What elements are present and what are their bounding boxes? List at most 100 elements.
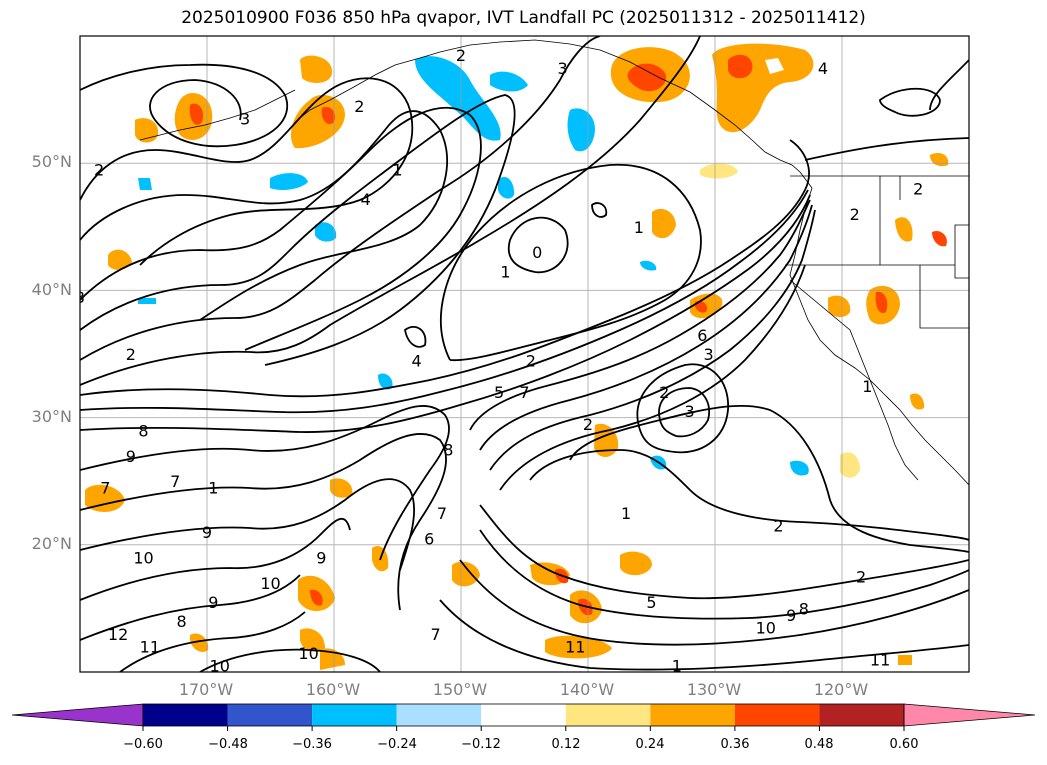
colorbar-extend-min [11, 703, 144, 727]
contour-label: 1 [500, 262, 510, 281]
anomaly-patch [270, 173, 308, 190]
lon-label-140w: 140°W [559, 680, 615, 699]
anomaly-patch [700, 163, 738, 179]
contour-label: 2 [126, 345, 136, 364]
contour-label: 8 [799, 599, 809, 618]
contour-line [479, 204, 813, 451]
contour-label: 7 [100, 479, 110, 498]
contour-line [119, 611, 306, 672]
contour-label: 7 [519, 383, 529, 402]
contour-label: 10 [298, 644, 318, 663]
contour-label: 3 [704, 345, 714, 364]
contour-label: 10 [756, 618, 776, 637]
contour-label: 8 [443, 440, 453, 459]
contour-line [529, 449, 969, 541]
anomaly-patch [790, 460, 809, 476]
anomaly-patch [765, 58, 784, 74]
contour-line [80, 574, 301, 641]
anomaly-patch [138, 178, 152, 190]
anomaly-patch [300, 628, 325, 652]
contour-label: 2 [913, 180, 923, 199]
anomaly-patch [930, 153, 949, 167]
contour-label: 9 [786, 606, 796, 625]
colorbar-tick-label: 0.36 [720, 737, 750, 752]
colorbar-segment [565, 704, 651, 726]
anomaly-patch [627, 63, 667, 92]
contour-line [80, 405, 450, 561]
contour-line [499, 264, 806, 491]
contour-label: 1 [392, 161, 402, 180]
contour-label: 7 [437, 504, 447, 523]
graticule [80, 36, 969, 672]
contour-line [929, 59, 969, 111]
anomaly-patch [378, 373, 393, 390]
contour-line [80, 517, 351, 601]
anomaly-patch [932, 230, 947, 247]
anomaly-patch [300, 55, 333, 83]
contour-line [404, 325, 427, 348]
contour-label: 10 [210, 657, 230, 676]
anomaly-patch [875, 291, 888, 314]
anomaly-patch [490, 71, 528, 92]
contour-label: 9 [316, 549, 326, 568]
contour-label: 10 [133, 549, 153, 568]
colorbar-tick-label: −0.36 [292, 737, 332, 752]
qvapor-anomaly-fill [85, 43, 949, 670]
lat-label-30n: 30°N [31, 407, 72, 426]
contour-line [80, 106, 482, 351]
anomaly-patch [315, 222, 337, 242]
contour-label: 3 [240, 110, 250, 129]
lon-label-130w: 130°W [686, 680, 742, 699]
contour-label: 2 [850, 205, 860, 224]
contour-label: 11 [140, 638, 160, 657]
lat-label-20n: 20°N [31, 534, 72, 553]
contour-line [507, 216, 569, 274]
contour-label: 6 [697, 326, 707, 345]
lat-label-50n: 50°N [31, 152, 72, 171]
contour-label: 11 [870, 650, 890, 669]
contour-line [80, 36, 601, 361]
lon-label-160w: 160°W [305, 680, 361, 699]
colorbar-segment [396, 704, 482, 726]
anomaly-patch [840, 452, 860, 478]
contour-line [80, 94, 516, 366]
contour-line [80, 110, 448, 321]
anomaly-patch [910, 393, 925, 410]
contour-label: 9 [126, 447, 136, 466]
anomaly-patch [310, 589, 323, 606]
colorbar-segment [143, 704, 228, 726]
colorbar-tick-label: 0.60 [889, 737, 919, 752]
contour-line [199, 648, 381, 672]
anomaly-patch [290, 95, 345, 149]
contour-line [804, 137, 969, 161]
contour-label: 8 [138, 421, 148, 440]
colorbar [11, 703, 1036, 731]
contour-line [479, 529, 969, 620]
contour-line [80, 478, 416, 571]
anomaly-patch [330, 478, 353, 498]
coastline-aleutians [139, 89, 296, 141]
colorbar-segment [227, 704, 313, 726]
colorbar-tick-label: 0.24 [635, 737, 665, 752]
anomaly-patch [321, 106, 336, 125]
colorbar-tick-label: 0.48 [804, 737, 834, 752]
anomaly-patch [415, 56, 501, 141]
anomaly-patch [108, 249, 132, 270]
anomaly-patch [138, 298, 156, 304]
contour-line [489, 209, 816, 471]
contour-line [80, 77, 414, 266]
contour-line [569, 404, 969, 553]
contour-label: 9 [202, 523, 212, 542]
coastline-west [789, 187, 969, 486]
contour-label: 2 [583, 415, 593, 434]
anomaly-patch [189, 103, 204, 125]
contour-label: 6 [424, 529, 434, 548]
contour-line [80, 63, 288, 148]
colorbar-segment [734, 704, 820, 726]
anomaly-patch [498, 176, 515, 199]
contour-label: 1 [634, 218, 644, 237]
contour-label: 1 [208, 479, 218, 498]
contour-label: 3 [685, 402, 695, 421]
